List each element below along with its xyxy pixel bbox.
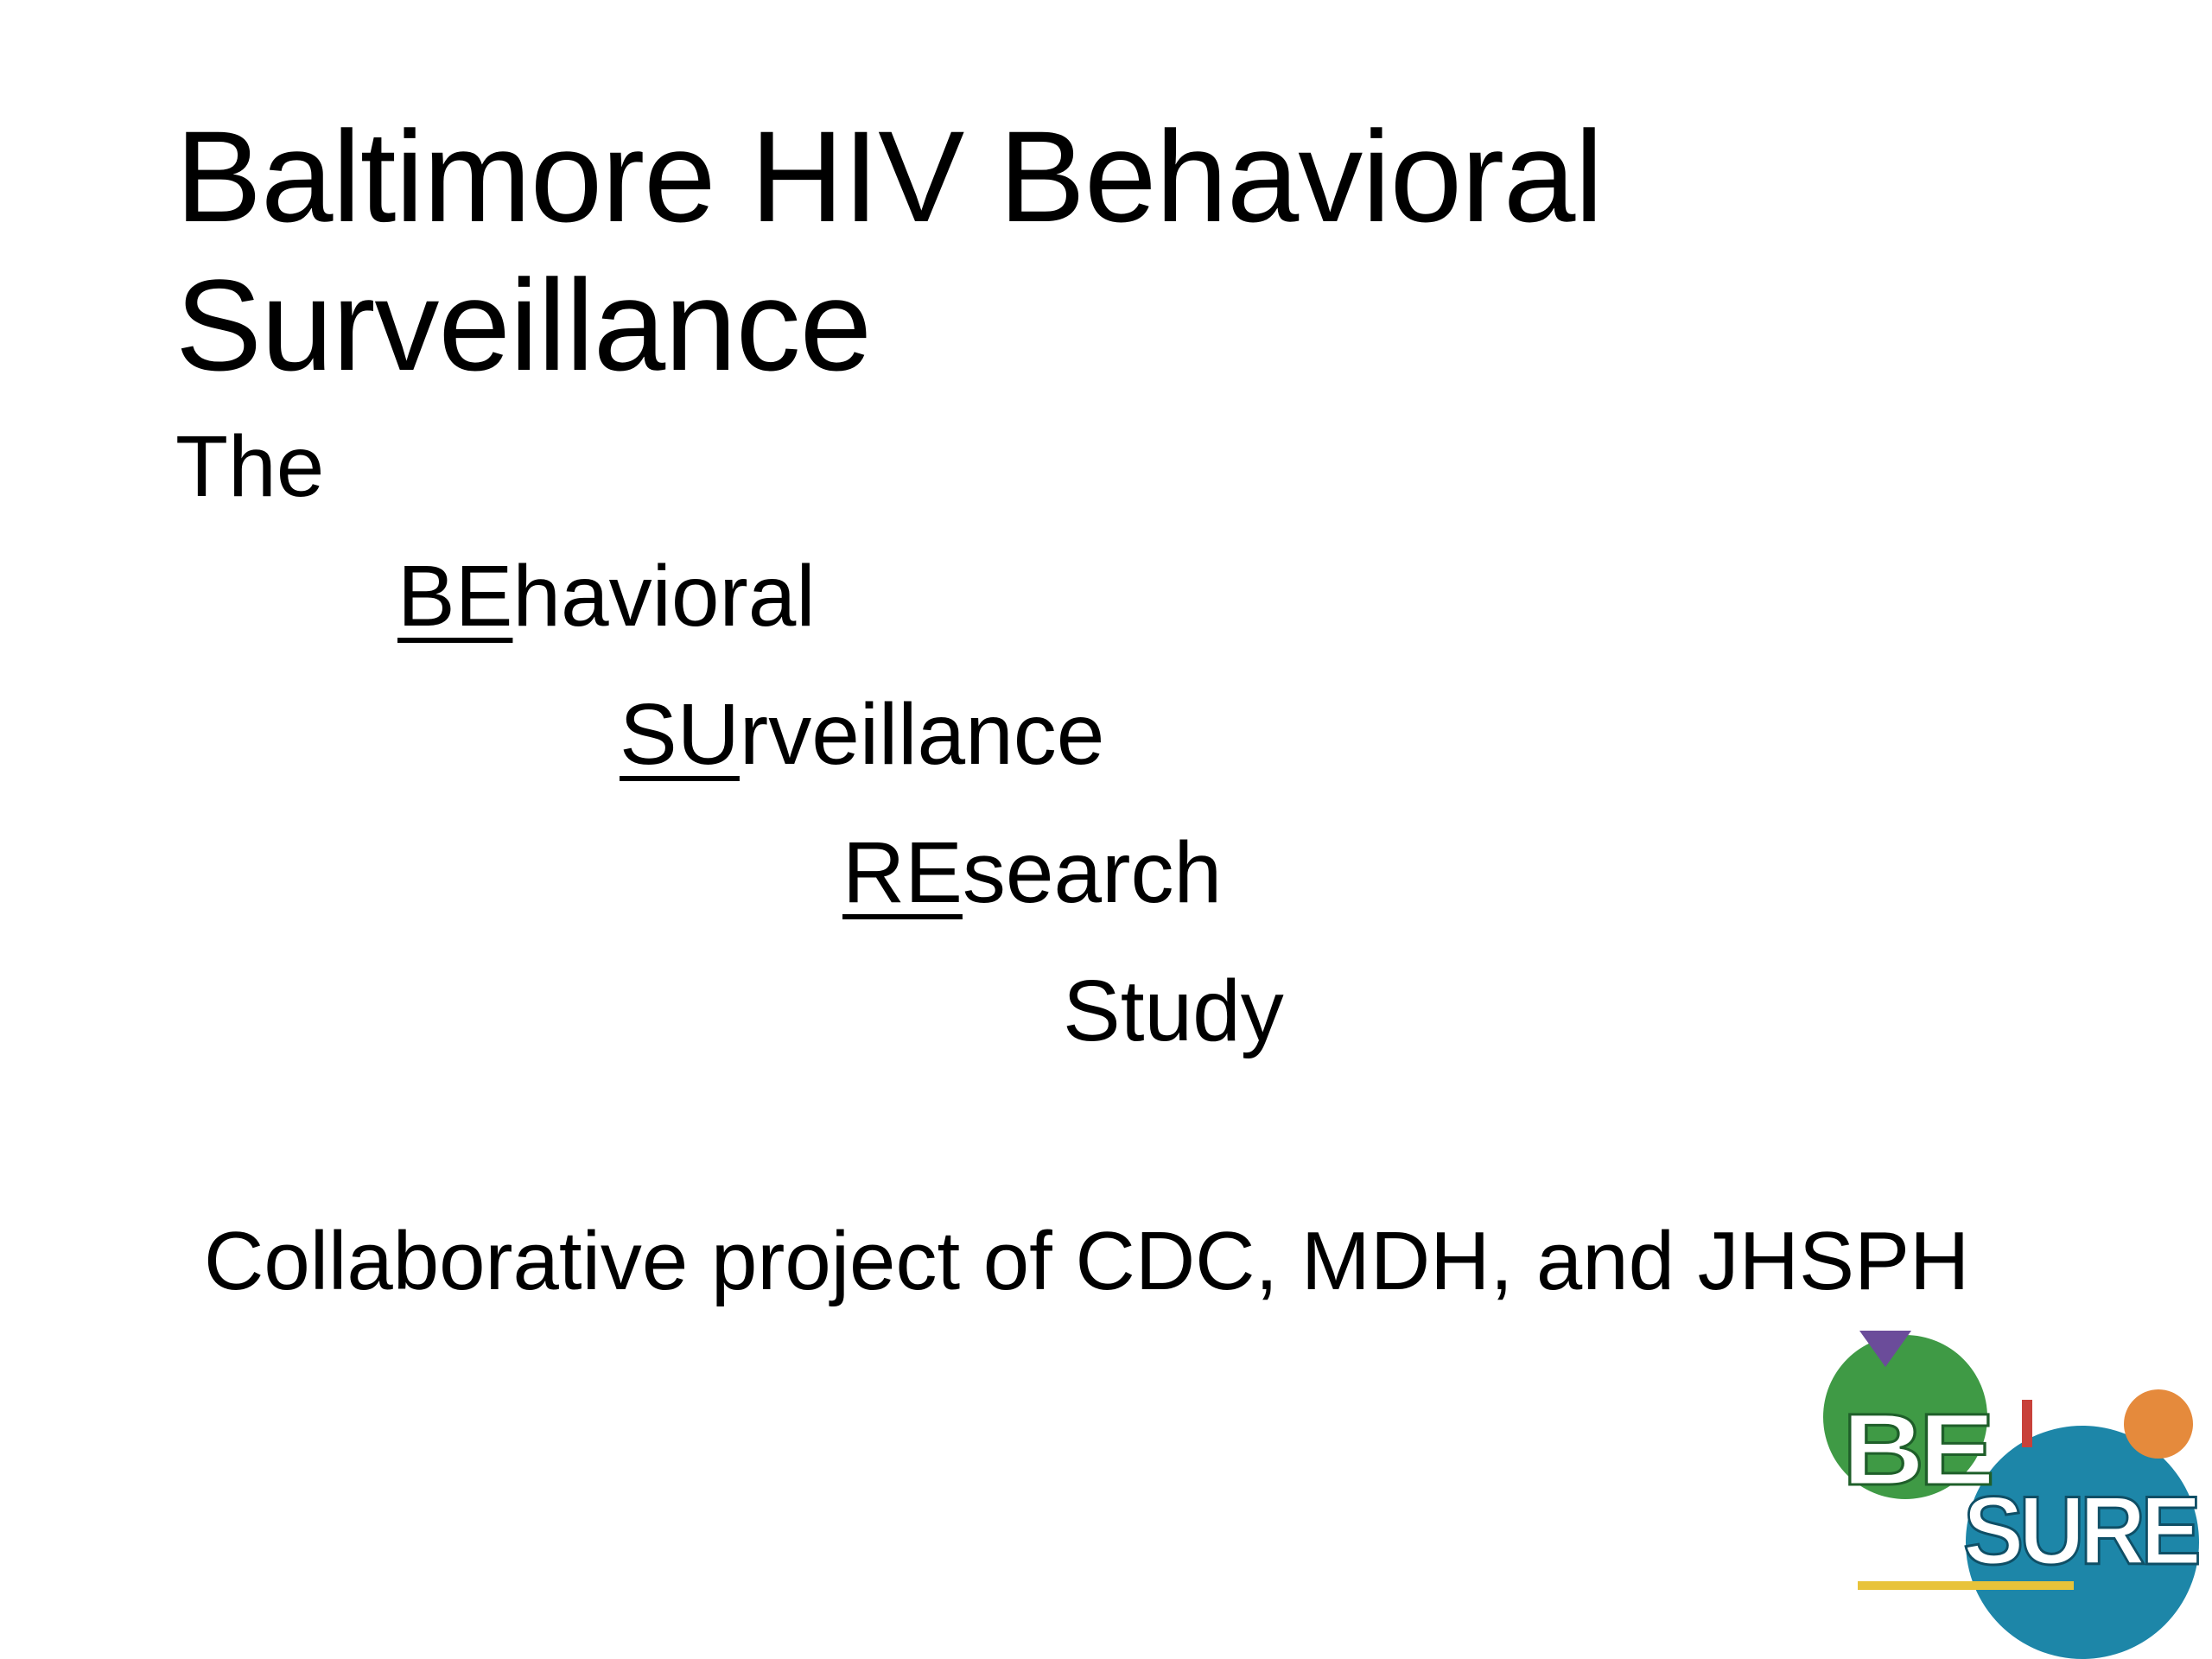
acronym-line-behavioral: BEhavioral xyxy=(397,544,816,648)
acronym-line-study: Study xyxy=(1063,959,1284,1063)
acronym-letters-be: BE xyxy=(397,548,513,645)
slide-title: Baltimore HIV Behavioral Surveillance xyxy=(175,104,1604,397)
acronym-letters-re: RE xyxy=(842,824,963,921)
logo-text-sure: SURE xyxy=(1963,1477,2198,1585)
logo-yellow-line xyxy=(1858,1581,2074,1590)
logo-purple-triangle xyxy=(1859,1331,1911,1367)
acronym-rest-research: search xyxy=(962,824,1223,921)
acronym-intro: The xyxy=(175,418,325,515)
logo-text-be: BE xyxy=(1842,1393,1992,1507)
collaboration-text: Collaborative project of CDC, MDH, and J… xyxy=(204,1215,1970,1307)
logo-red-bar xyxy=(2022,1400,2032,1447)
acronym-line-research: REsearch xyxy=(842,821,1222,925)
acronym-letters-su: SU xyxy=(620,686,740,783)
acronym-rest-surveillance: rveillance xyxy=(739,686,1105,783)
logo-green-circle xyxy=(1823,1335,1987,1499)
logo-blue-circle xyxy=(1966,1426,2199,1659)
acronym-rest-study: Study xyxy=(1063,963,1284,1059)
logo-orange-dot xyxy=(2124,1389,2193,1459)
acronym-line-surveillance: SUrveillance xyxy=(620,683,1104,786)
besure-logo: BE SURE xyxy=(1823,1331,2205,1659)
acronym-rest-behavioral: havioral xyxy=(512,548,816,645)
